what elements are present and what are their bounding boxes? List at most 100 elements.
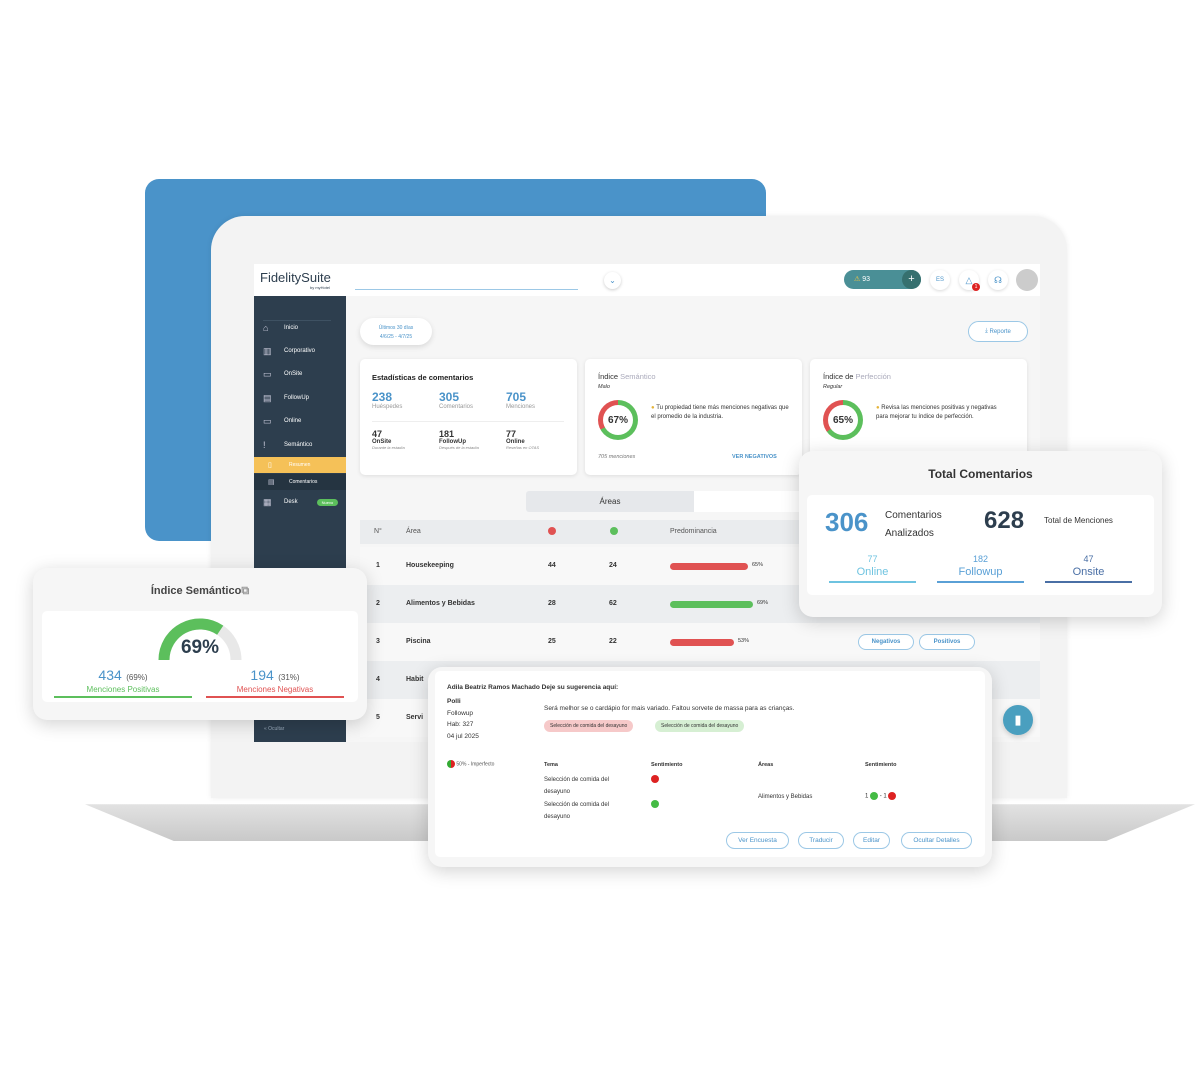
row-area: Alimentos y Bebidas — [406, 600, 475, 607]
alert-count: 93 — [862, 276, 871, 283]
home-icon: ⌂ — [263, 323, 269, 333]
row-negative: 44 — [548, 562, 556, 569]
title-b: Semántico — [620, 372, 656, 381]
sidebar-item-inicio[interactable]: ⌂ Inicio — [254, 318, 346, 338]
separator: - — [879, 793, 882, 800]
channel-followup[interactable]: 182 Followup — [937, 554, 1024, 583]
row-area: Servi — [406, 714, 424, 721]
emoji-icon: ● — [876, 405, 880, 411]
headset-icon[interactable]: ☊ — [988, 270, 1008, 290]
positive-label: Menciones Positivas — [54, 685, 192, 698]
tag-positive[interactable]: Selección de comida del desayuno — [655, 720, 745, 732]
translate-button[interactable]: Traducir — [798, 832, 844, 849]
view-survey-button[interactable]: Ver Encuesta — [726, 832, 789, 849]
bell-icon[interactable]: △ — [959, 270, 979, 290]
sad-face-icon — [888, 792, 897, 800]
mentions-label: Total de Menciones — [1044, 516, 1113, 525]
semantic-index-widget: Índice Semántico⧉ 69% 434 (69%) Mencione… — [33, 568, 367, 720]
positives-button[interactable]: Positivos — [919, 634, 975, 650]
sidebar-item-online[interactable]: ▭ Online — [254, 411, 346, 431]
total-comments-widget: Total Comentarios 306 Comentarios Analiza… — [799, 451, 1162, 617]
sidebar-sub-comentarios[interactable]: ▤ Comentarios — [254, 474, 346, 490]
building-icon: ▥ — [263, 345, 272, 356]
table-row[interactable]: 3 Piscina 25 22 53% Negativos Positivos — [360, 623, 1040, 661]
negative-pct: (31%) — [278, 673, 300, 682]
sidebar-item-onsite[interactable]: ▭ OnSite — [254, 364, 346, 384]
stat-label: Online — [506, 439, 525, 445]
message-text: Tu propiedad tiene más menciones negativ… — [651, 405, 789, 420]
edit-button[interactable]: Editar — [853, 832, 890, 849]
donut-value: 67% — [607, 414, 628, 426]
stat-value: 181 — [439, 429, 455, 439]
warning-icon: ⚠ — [854, 276, 861, 283]
language-button[interactable]: ES — [930, 270, 950, 290]
stat-label: FollowUp — [439, 439, 466, 445]
sidebar-item-label: Inicio — [284, 325, 299, 331]
sidebar-sub-resumen[interactable]: ▯ Resumen — [254, 457, 346, 473]
stat-guests: 238 Huéspedes — [372, 390, 402, 410]
sidebar-item-label: Corporativo — [284, 348, 316, 354]
date-range-picker[interactable]: Últimos 30 días 4/6/25 - 4/7/25 — [360, 318, 432, 345]
semantic-gauge — [158, 618, 242, 661]
stat-label: Huéspedes — [372, 404, 403, 410]
card-title: Índice Semántico — [598, 372, 656, 381]
card-title: Índice de Perfección — [823, 372, 891, 381]
channel-label: Online — [856, 566, 889, 578]
sidebar-item-label: Resumen — [289, 462, 311, 468]
report-button[interactable]: ⤓ Reporte — [968, 321, 1028, 342]
mentions-value: 628 — [984, 507, 1025, 534]
download-icon: ⤓ — [985, 328, 988, 334]
logo: FidelitySuite — [260, 270, 331, 285]
area-sentiment: 1 - 1 — [865, 792, 897, 800]
avatar[interactable] — [1016, 269, 1038, 291]
notification-badge: 1 — [972, 283, 980, 291]
row-area: Habit — [406, 676, 424, 683]
message-text: Revisa las menciones positivas y negativ… — [876, 405, 997, 420]
divider — [372, 421, 564, 422]
logo-sub: by myHotel — [310, 285, 331, 290]
sidebar-item-semantico[interactable]: ! Semántico — [254, 435, 346, 455]
neg-count: 1 — [883, 793, 887, 800]
tag-negative[interactable]: Selección de comida del desayuno — [544, 720, 634, 732]
predominance-label: 53% — [738, 638, 750, 644]
negative-value: 194 — [250, 667, 274, 683]
stat-sub: Durante la estadía — [372, 445, 405, 450]
channel-onsite[interactable]: 47 Onsite — [1045, 554, 1132, 583]
stat-sub: Después de la estadía — [439, 445, 479, 450]
sidebar-item-desk[interactable]: ▦ Desk Nuevo — [254, 492, 346, 512]
stat-value: 705 — [506, 390, 527, 404]
date-range-value: 4/6/25 - 4/7/25 — [379, 334, 413, 340]
alerts-button[interactable]: ⚠ 93 + — [844, 270, 921, 289]
clipboard-icon: ▦ — [263, 496, 272, 507]
guest-room: Hab: 327 — [447, 721, 474, 728]
semantic-donut: 67% — [598, 400, 638, 440]
col-n: N° — [374, 528, 382, 535]
analyzed-label: Comentarios Analizados — [885, 507, 942, 543]
row-number: 4 — [376, 676, 380, 683]
negatives-button[interactable]: Negativos — [858, 634, 914, 650]
comment-score: 50% - Imperfecto — [447, 760, 494, 768]
channel-online[interactable]: 77 Online — [829, 554, 916, 583]
tab-areas[interactable]: Áreas — [526, 491, 694, 512]
plus-icon[interactable]: + — [902, 270, 921, 289]
channel-value: 182 — [972, 554, 989, 564]
sidebar-item-followup[interactable]: ▤ FollowUp — [254, 388, 346, 408]
comment-date: 04 jul 2025 — [447, 732, 479, 740]
chat-button[interactable]: ▮ — [1003, 705, 1033, 735]
stat-label: Comentarios — [439, 404, 474, 410]
sidebar-item-corporativo[interactable]: ▥ Corporativo — [254, 341, 346, 361]
search-input[interactable] — [355, 289, 578, 290]
chevron-down-icon[interactable]: ⌄ — [604, 272, 621, 289]
comment-detail-widget: Adila Beatriz Ramos Machado Deje su suge… — [428, 667, 992, 867]
rating-label: Malo — [598, 384, 610, 390]
hide-details-button[interactable]: Ocultar Detalles — [901, 832, 972, 849]
row-negative: 28 — [548, 600, 556, 607]
rating-label: Regular — [823, 384, 843, 390]
widget-body: 306 Comentarios Analizados 628 Total de M… — [807, 495, 1154, 595]
hide-sidebar-button[interactable]: « Ocultar — [264, 726, 285, 732]
external-link-icon[interactable]: ⧉ — [241, 585, 250, 597]
row-positive: 24 — [609, 562, 617, 569]
stats-card: Estadísticas de comentarios 238 Huéspedes… — [360, 359, 577, 475]
positive-mentions: 434 (69%) Menciones Positivas — [54, 667, 192, 698]
see-negatives-link[interactable]: VER NEGATIVOS — [732, 454, 777, 460]
